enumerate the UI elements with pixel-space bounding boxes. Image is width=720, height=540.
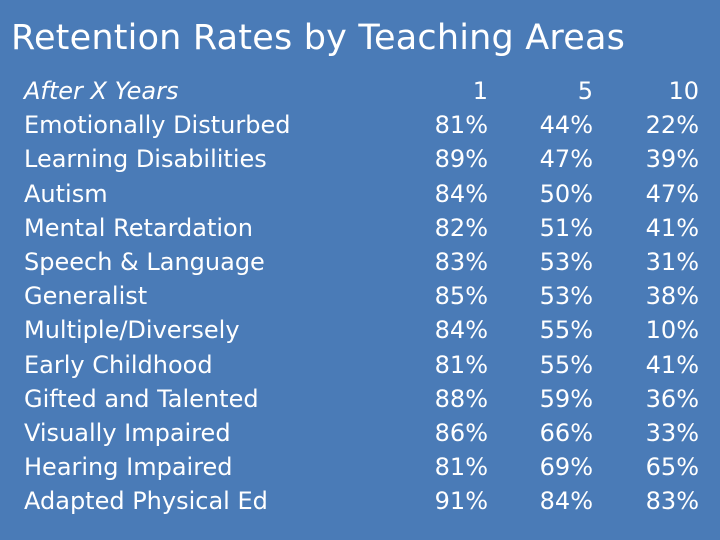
row-label: Gifted and Talented — [24, 384, 259, 413]
row-label: Adapted Physical Ed — [24, 487, 268, 516]
header-year-5: 5 — [577, 77, 593, 105]
table-row: Adapted Physical Ed 91% 84% 83% — [24, 484, 704, 518]
year-10-value: 31% — [645, 247, 699, 276]
header-year-10: 10 — [668, 77, 699, 105]
year-10-value: 65% — [645, 453, 699, 482]
year-5-value: 47% — [539, 145, 593, 174]
year-10-value: 38% — [645, 282, 699, 311]
year-1-value: 88% — [434, 384, 488, 413]
table-row: Autism 84% 50% 47% — [24, 177, 704, 211]
table-row: Early Childhood 81% 55% 41% — [24, 348, 704, 382]
table-row: Mental Retardation 82% 51% 41% — [24, 211, 704, 245]
year-1-value: 81% — [434, 111, 488, 140]
header-year-1: 1 — [472, 77, 488, 105]
year-1-value: 86% — [434, 418, 488, 447]
row-label: Emotionally Disturbed — [24, 111, 291, 140]
row-label: Learning Disabilities — [24, 145, 267, 174]
year-1-value: 83% — [434, 247, 488, 276]
table-row: Visually Impaired 86% 66% 33% — [24, 416, 704, 450]
year-10-value: 41% — [645, 350, 699, 379]
year-10-value: 22% — [645, 111, 699, 140]
year-10-value: 10% — [645, 316, 699, 345]
table-row: Hearing Impaired 81% 69% 65% — [24, 450, 704, 484]
table-row: Learning Disabilities 89% 47% 39% — [24, 142, 704, 176]
row-label: Speech & Language — [24, 247, 265, 276]
table-row: Generalist 85% 53% 38% — [24, 279, 704, 313]
year-1-value: 84% — [434, 179, 488, 208]
table-row: Gifted and Talented 88% 59% 36% — [24, 382, 704, 416]
year-1-value: 84% — [434, 316, 488, 345]
header-label: After X Years — [24, 77, 179, 105]
row-label: Mental Retardation — [24, 213, 253, 242]
year-10-value: 36% — [645, 384, 699, 413]
row-label: Hearing Impaired — [24, 453, 233, 482]
row-label: Multiple/Diversely — [24, 316, 240, 345]
year-5-value: 53% — [539, 247, 593, 276]
table-header-row: After X Years 1 5 10 — [24, 74, 704, 108]
row-label: Early Childhood — [24, 350, 213, 379]
year-5-value: 66% — [539, 418, 593, 447]
table-row: Speech & Language 83% 53% 31% — [24, 245, 704, 279]
year-1-value: 81% — [434, 350, 488, 379]
year-5-value: 50% — [539, 179, 593, 208]
year-5-value: 59% — [539, 384, 593, 413]
year-5-value: 84% — [539, 487, 593, 516]
year-10-value: 47% — [645, 179, 699, 208]
table-row: Emotionally Disturbed 81% 44% 22% — [24, 108, 704, 142]
year-5-value: 69% — [539, 453, 593, 482]
year-5-value: 44% — [539, 111, 593, 140]
table-row: Multiple/Diversely 84% 55% 10% — [24, 313, 704, 347]
slide-title: Retention Rates by Teaching Areas — [11, 18, 626, 58]
year-10-value: 33% — [645, 418, 699, 447]
year-10-value: 83% — [645, 487, 699, 516]
year-10-value: 41% — [645, 213, 699, 242]
year-5-value: 55% — [539, 350, 593, 379]
year-5-value: 53% — [539, 282, 593, 311]
year-1-value: 85% — [434, 282, 488, 311]
year-10-value: 39% — [645, 145, 699, 174]
retention-table: After X Years 1 5 10 Emotionally Disturb… — [24, 74, 704, 518]
row-label: Autism — [24, 179, 108, 208]
year-1-value: 91% — [434, 487, 488, 516]
year-1-value: 82% — [434, 213, 488, 242]
row-label: Visually Impaired — [24, 418, 231, 447]
year-1-value: 89% — [434, 145, 488, 174]
year-5-value: 51% — [539, 213, 593, 242]
year-5-value: 55% — [539, 316, 593, 345]
row-label: Generalist — [24, 282, 148, 311]
year-1-value: 81% — [434, 453, 488, 482]
